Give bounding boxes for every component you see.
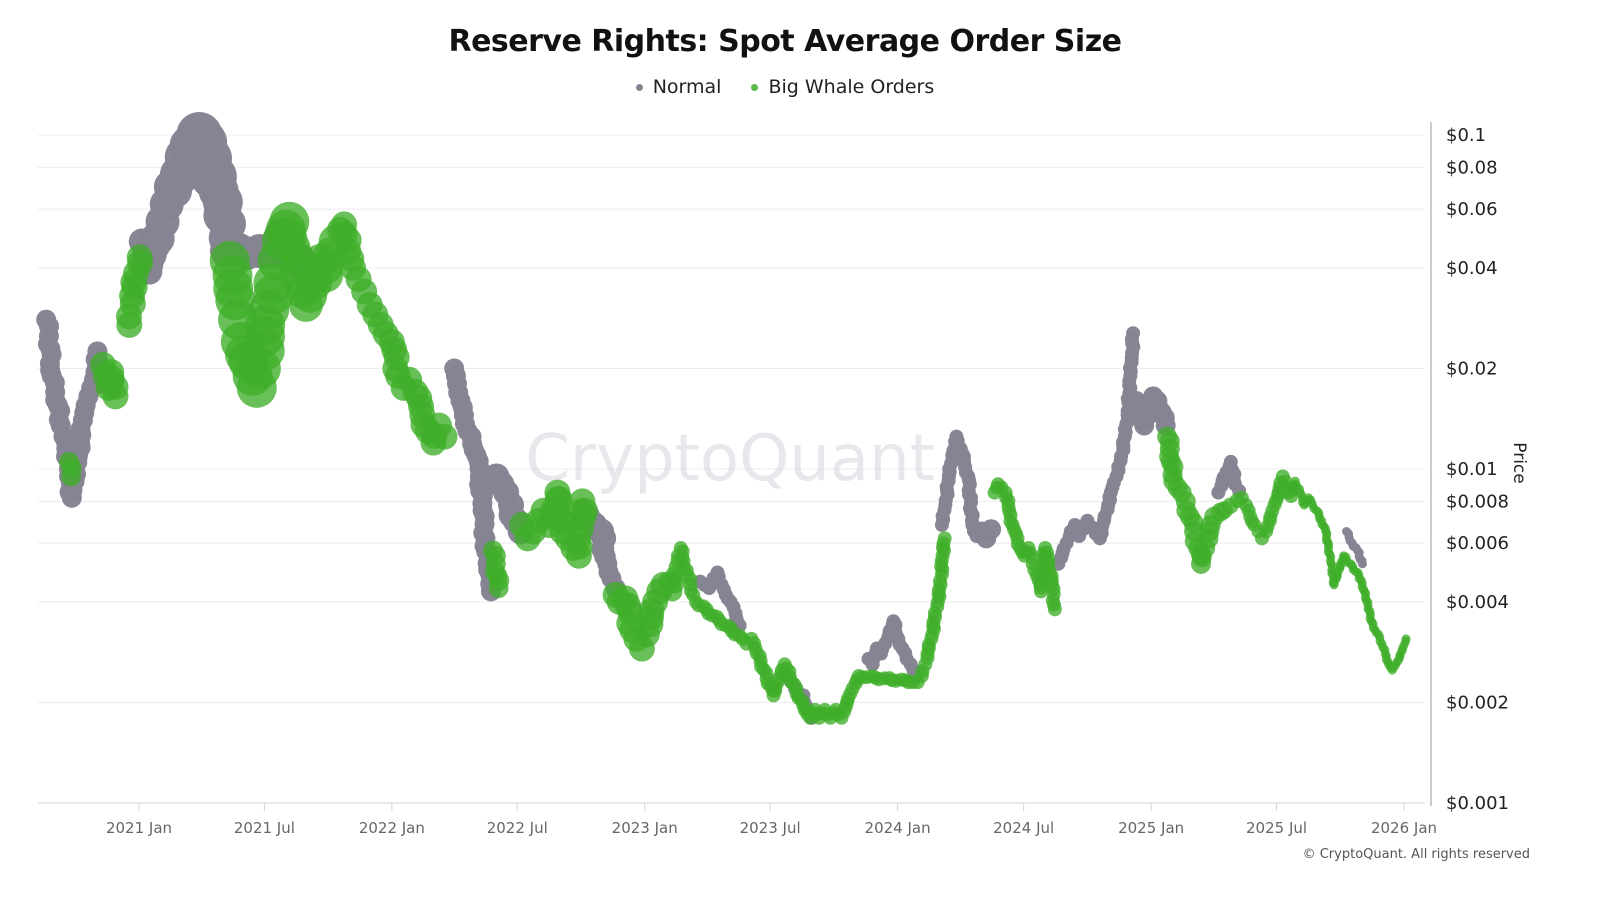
legend-label-big-whale-orders: Big Whale Orders <box>768 76 935 98</box>
normal-point[interactable] <box>981 519 1002 540</box>
x-tick-label: 2022 Jul <box>487 819 548 837</box>
y-tick-label: $0.06 <box>1446 199 1498 220</box>
legend-label-normal: Normal <box>652 76 722 98</box>
copyright-notice: © CryptoQuant. All rights reserved <box>1302 847 1530 862</box>
x-tick-label: 2024 Jul <box>993 819 1054 837</box>
y-tick-label: $0.1 <box>1446 125 1486 146</box>
watermark: CryptoQuant <box>525 422 935 496</box>
x-tick-label: 2021 Jan <box>106 819 172 837</box>
y-tick-label: $0.001 <box>1446 793 1509 814</box>
x-tick-label: 2023 Jan <box>612 819 678 837</box>
normal-point[interactable] <box>1126 326 1141 341</box>
x-tick-label: 2024 Jan <box>865 819 931 837</box>
x-tick-label: 2025 Jul <box>1246 819 1307 837</box>
whale-point[interactable] <box>488 578 509 599</box>
y-tick-label: $0.004 <box>1446 592 1509 613</box>
whale-point[interactable] <box>937 531 952 546</box>
y-tick-label: $0.04 <box>1446 258 1498 279</box>
x-tick-label: 2021 Jul <box>234 819 295 837</box>
whale-point[interactable] <box>1047 602 1062 617</box>
y-tick-label: $0.01 <box>1446 459 1498 480</box>
x-tick-label: 2023 Jul <box>740 819 801 837</box>
normal-point[interactable] <box>1357 559 1367 569</box>
whale-point[interactable] <box>572 497 599 524</box>
y-axis-title: Price <box>1509 442 1529 483</box>
y-tick-label: $0.08 <box>1446 157 1498 178</box>
legend-item-big-whale-orders[interactable]: Big Whale Orders <box>751 76 934 98</box>
legend-marker-big-whale-icon <box>751 83 759 91</box>
whale-point[interactable] <box>431 423 458 450</box>
legend-item-normal[interactable]: Normal <box>635 76 722 98</box>
y-tick-label: $0.006 <box>1446 533 1509 554</box>
series-normal <box>36 112 1367 725</box>
y-tick-label: $0.008 <box>1446 491 1509 512</box>
legend-marker-normal-icon <box>635 83 643 91</box>
x-axis: 2021 Jan 2021 Jul 2022 Jan 2022 Jul 2023 Jan… <box>38 802 1437 837</box>
chart-title: Reserve Rights: Spot Average Order Size <box>448 24 1122 59</box>
chart-legend: Normal Big Whale Orders <box>0 76 1570 98</box>
y-axis: $0.1 $0.08 $0.06 $0.04 $0.02 $0.01 $0.008 $0.00… <box>1430 122 1509 814</box>
whale-point[interactable] <box>126 244 153 271</box>
x-tick-label: 2026 Jan <box>1371 819 1437 837</box>
y-tick-label: $0.02 <box>1446 358 1498 379</box>
whale-point[interactable] <box>61 466 82 487</box>
whale-point[interactable] <box>102 383 129 410</box>
x-tick-label: 2025 Jan <box>1118 819 1184 837</box>
y-tick-label: $0.002 <box>1446 692 1509 713</box>
whale-point[interactable] <box>1401 634 1411 644</box>
x-tick-label: 2022 Jan <box>359 819 425 837</box>
series-big-whale-orders <box>59 201 1411 725</box>
